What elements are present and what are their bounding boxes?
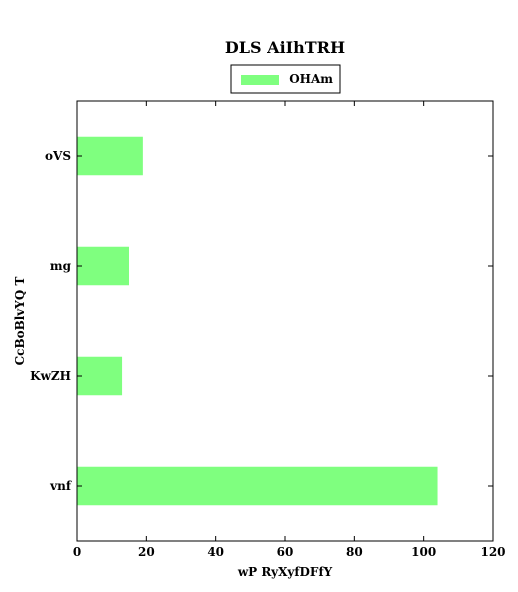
y-tick-label: vnf (49, 479, 72, 493)
legend-label: OHAm (289, 72, 333, 86)
x-axis-label: wP RyXyfDFfY (237, 565, 333, 579)
x-tick-label: 0 (73, 545, 81, 559)
y-tick-label: KwZH (30, 369, 71, 383)
bar-KwZH (77, 356, 123, 396)
bar-mg (77, 246, 129, 286)
x-axis-ticks: 0 20 40 60 80 100 120 (73, 101, 506, 559)
bars (77, 136, 438, 506)
x-tick-label: 40 (207, 545, 224, 559)
y-axis-ticks: oVS mg KwZH vnf (30, 149, 493, 493)
chart-title: DLS AiIhTRH (225, 38, 345, 57)
y-axis-label: CcBoBlvYQ T (13, 277, 27, 366)
x-tick-label: 120 (480, 545, 505, 559)
legend-swatch (241, 75, 279, 85)
bar-oVS (77, 136, 143, 176)
y-tick-label: oVS (45, 149, 71, 163)
bar-vnf (77, 466, 438, 506)
x-tick-label: 80 (346, 545, 363, 559)
x-tick-label: 60 (277, 545, 294, 559)
y-tick-label: mg (50, 259, 72, 273)
x-tick-label: 100 (411, 545, 436, 559)
x-tick-label: 20 (138, 545, 155, 559)
legend: OHAm (230, 64, 341, 94)
